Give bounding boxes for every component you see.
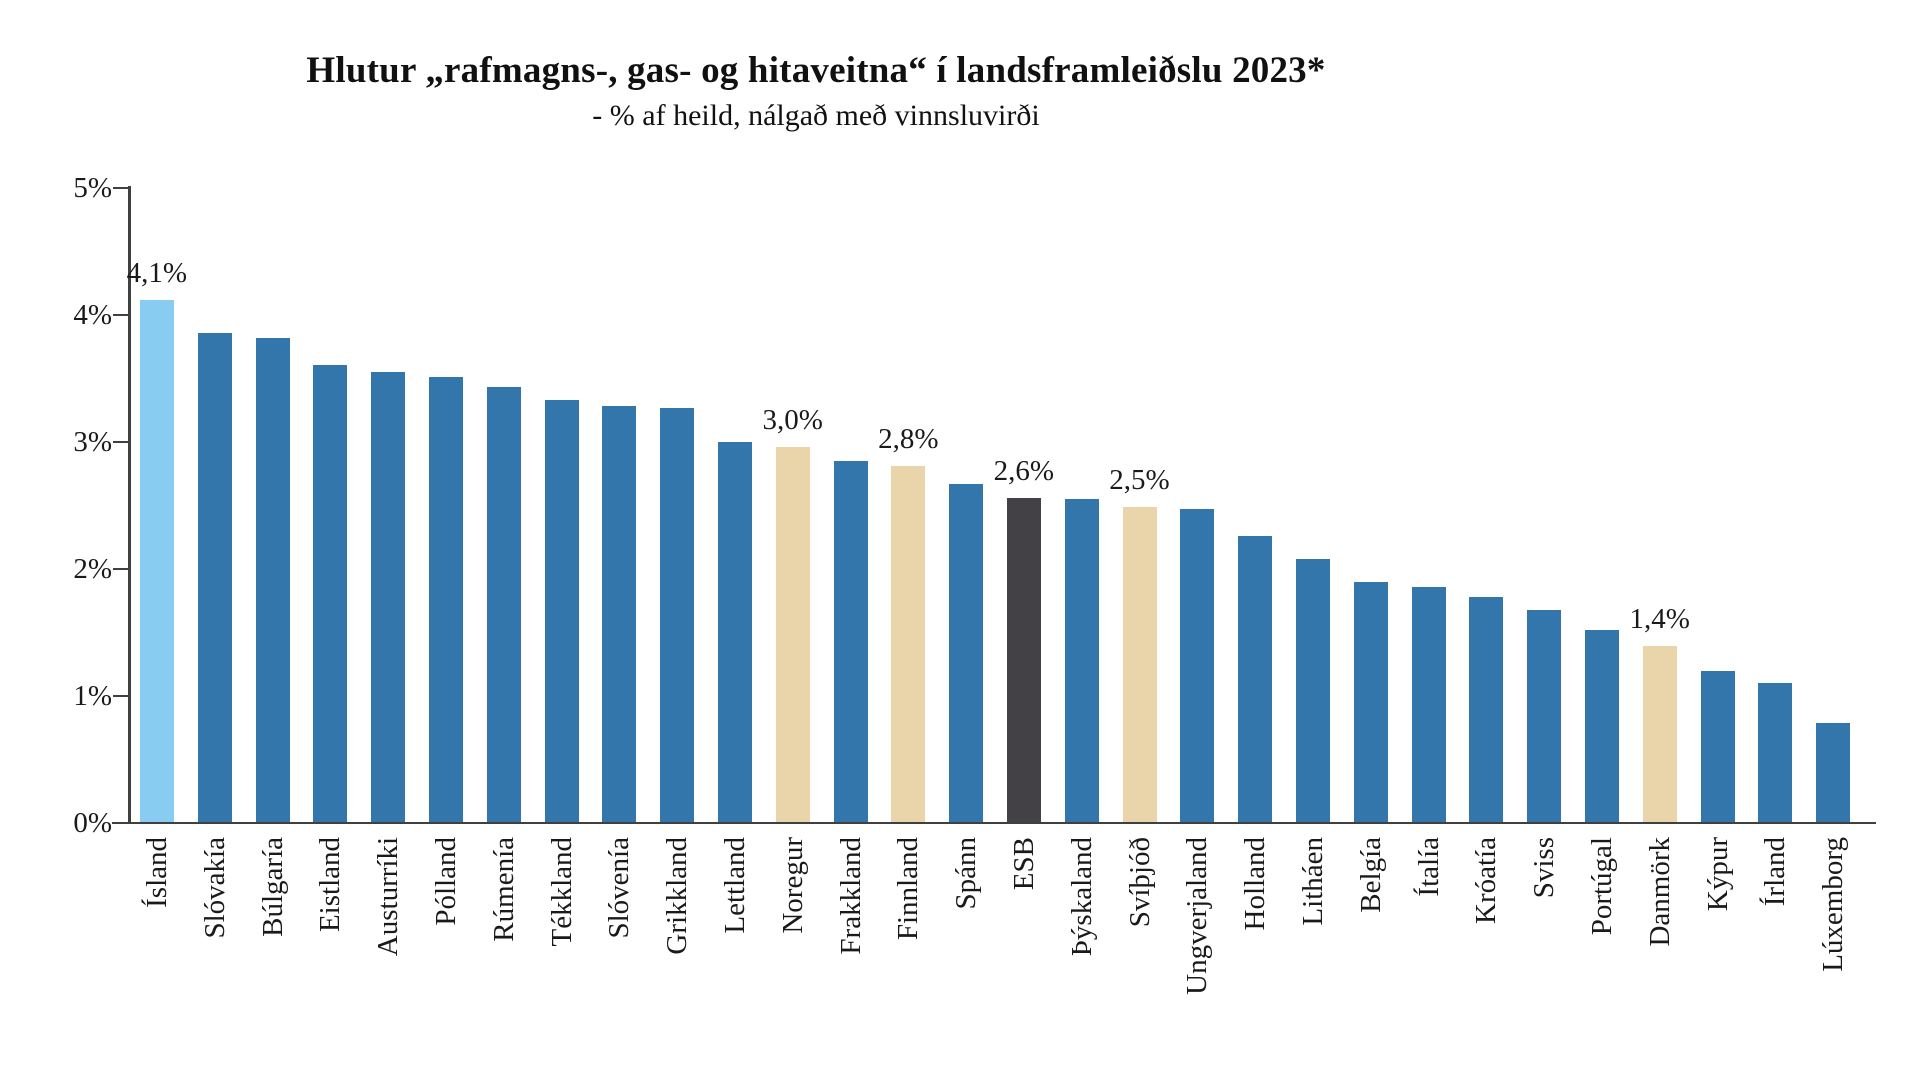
x-axis-label-tékkland: Tékkland bbox=[545, 837, 578, 947]
y-tick bbox=[113, 568, 128, 570]
bar-lettland bbox=[717, 442, 752, 822]
x-axis-label-rúmenía: Rúmenía bbox=[487, 837, 520, 942]
bar-esb bbox=[1006, 497, 1041, 822]
bar-finnland bbox=[891, 466, 926, 822]
x-axis-label-kýpur: Kýpur bbox=[1701, 837, 1734, 912]
value-label-svíþjóð: 2,5% bbox=[1109, 463, 1170, 496]
bar-holland bbox=[1238, 535, 1273, 822]
chart-subtitle: - % af heild, nálgað með vinnsluvirði bbox=[592, 99, 1040, 133]
bar-spánn bbox=[949, 483, 984, 822]
bar-litháen bbox=[1295, 558, 1330, 822]
bar-ungverjaland bbox=[1180, 509, 1215, 822]
y-tick bbox=[113, 695, 128, 697]
x-axis-label-írland: Írland bbox=[1759, 837, 1792, 907]
x-axis-label-lettland: Lettland bbox=[718, 837, 751, 934]
x-axis-label-lúxemborg: Lúxemborg bbox=[1817, 837, 1850, 972]
bar-portúgal bbox=[1584, 629, 1619, 822]
y-tick-label: 0% bbox=[73, 807, 112, 839]
y-tick bbox=[113, 822, 128, 824]
x-axis-label-ítalía: Ítalía bbox=[1412, 837, 1445, 897]
x-axis-label-portúgal: Portúgal bbox=[1585, 837, 1618, 936]
x-axis-label-slóvakía: Slóvakía bbox=[198, 837, 231, 939]
bar-austurríki bbox=[371, 372, 406, 822]
bar-lúxemborg bbox=[1816, 722, 1851, 822]
y-tick-label: 5% bbox=[73, 172, 112, 204]
y-axis-line bbox=[128, 186, 131, 823]
y-tick bbox=[113, 441, 128, 443]
x-axis-label-litháen: Litháen bbox=[1296, 837, 1329, 926]
bar-frakkland bbox=[833, 461, 868, 822]
x-axis-line bbox=[112, 822, 1876, 824]
bar-ísland bbox=[139, 299, 174, 822]
bar-króatía bbox=[1469, 596, 1504, 822]
bar-belgía bbox=[1353, 581, 1388, 822]
x-axis-label-sviss: Sviss bbox=[1528, 837, 1561, 899]
chart-header: Hlutur „rafmagns-, gas- og hitaveitna“ í… bbox=[0, 48, 1632, 134]
bar-danmörk bbox=[1642, 646, 1677, 822]
bar-slóvakía bbox=[197, 332, 232, 822]
bar-noregur bbox=[775, 447, 810, 822]
x-axis-label-finnland: Finnland bbox=[892, 837, 925, 941]
bar-rúmenía bbox=[486, 387, 521, 822]
chart-title: Hlutur „rafmagns-, gas- og hitaveitna“ í… bbox=[306, 50, 1326, 91]
y-tick-label: 4% bbox=[73, 299, 112, 331]
bar-eistland bbox=[313, 364, 348, 822]
x-axis-label-eistland: Eistland bbox=[314, 837, 347, 933]
bar-kýpur bbox=[1700, 670, 1735, 822]
x-axis-label-frakkland: Frakkland bbox=[834, 837, 867, 955]
x-axis-label-króatía: Króatía bbox=[1470, 837, 1503, 924]
y-tick bbox=[113, 314, 128, 316]
x-axis-label-danmörk: Danmörk bbox=[1643, 837, 1676, 947]
x-axis-label-svíþjóð: Svíþjóð bbox=[1123, 837, 1156, 928]
x-axis-label-esb: ESB bbox=[1007, 837, 1040, 891]
x-axis-label-pólland: Pólland bbox=[429, 837, 462, 926]
x-axis-label-grikkland: Grikkland bbox=[661, 837, 694, 955]
value-label-esb: 2,6% bbox=[993, 454, 1055, 487]
bar-tékkland bbox=[544, 400, 579, 822]
y-tick bbox=[113, 187, 128, 189]
bar-þýskaland bbox=[1064, 499, 1099, 822]
x-axis-label-belgía: Belgía bbox=[1354, 837, 1387, 913]
y-tick-label: 3% bbox=[73, 426, 112, 458]
bar-svíþjóð bbox=[1122, 506, 1157, 822]
bar-búlgaría bbox=[255, 337, 290, 822]
bar-sviss bbox=[1527, 609, 1562, 822]
x-axis-label-holland: Holland bbox=[1239, 837, 1272, 931]
y-tick-label: 1% bbox=[73, 680, 112, 712]
x-axis-label-þýskaland: Þýskaland bbox=[1065, 837, 1098, 957]
x-axis-label-spánn: Spánn bbox=[950, 837, 983, 910]
bar-slóvenía bbox=[602, 406, 637, 822]
x-axis-label-ísland: Ísland bbox=[140, 837, 173, 908]
value-label-ísland: 4,1% bbox=[126, 256, 188, 289]
y-tick-label: 2% bbox=[73, 553, 112, 585]
x-axis-label-noregur: Noregur bbox=[776, 837, 809, 934]
x-axis-label-austurríki: Austurríki bbox=[372, 837, 405, 957]
value-label-danmörk: 1,4% bbox=[1629, 603, 1690, 636]
value-label-finnland: 2,8% bbox=[878, 423, 939, 456]
x-axis-label-búlgaría: Búlgaría bbox=[256, 837, 289, 937]
value-label-noregur: 3,0% bbox=[762, 404, 823, 437]
bar-pólland bbox=[428, 377, 463, 822]
bar-írland bbox=[1758, 683, 1793, 822]
bar-grikkland bbox=[660, 407, 695, 822]
bar-ítalía bbox=[1411, 586, 1446, 822]
x-axis-label-slóvenía: Slóvenía bbox=[603, 837, 636, 939]
x-axis-label-ungverjaland: Ungverjaland bbox=[1181, 837, 1214, 995]
